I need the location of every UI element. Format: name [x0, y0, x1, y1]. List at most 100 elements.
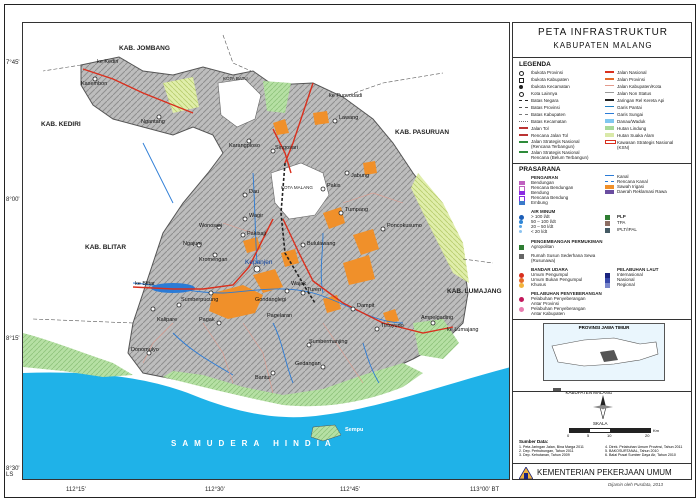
fill-symbol [605, 119, 614, 123]
pu-logo-icon [519, 467, 533, 479]
legend-panel: PETA INFRASTRUKTUR KABUPATEN MALANG LEGE… [512, 22, 692, 480]
legend-item: Danau/Waduk [617, 119, 646, 124]
plp-symbol [605, 215, 610, 220]
legend-item: Garis Sungai [617, 112, 644, 117]
inset-legend-swatch [553, 387, 561, 392]
source-item: 4. Direk. Pelabuhan Umum Provinsi, Tahun… [605, 445, 683, 449]
prasarana-item: Bendung [531, 190, 550, 195]
railway-line [280, 162, 316, 304]
town-kalipare: Kalipare [157, 317, 178, 323]
footer: KEMENTERIAN PEKERJAAN UMUM [513, 463, 691, 479]
prasarana-item: 50 – 100 l/dt [531, 219, 556, 224]
town-symbol [519, 92, 524, 97]
prasarana-item: PLP [617, 214, 626, 219]
legend-item: Jalan Provinsi [617, 77, 646, 82]
irrigation-symbol [605, 185, 614, 189]
source-item: 6. Balai Pusat Sumber Daya Air, Tahun 20… [605, 453, 676, 457]
lat-label-mid: 8°00' [6, 197, 20, 203]
prasarana-item: Bendungan [531, 180, 555, 185]
forest-zone-south [163, 363, 423, 407]
inset-map: PROVINSI JAWA TIMUR [543, 323, 665, 381]
line-symbol [519, 127, 528, 129]
scale-tick: 5 [587, 433, 590, 438]
lon-label-3: 112°45' [340, 487, 360, 493]
legend-item: Batas Negara [531, 98, 559, 103]
line-symbol [519, 121, 528, 122]
town-dampit: Dampit [357, 303, 375, 309]
town-sempu: Sempu [345, 427, 364, 433]
prasarana-item: TPA [617, 220, 626, 225]
town-bantur: Bantur [255, 375, 272, 381]
fill-symbol [605, 133, 614, 137]
prasarana-item: IPLT/IPAL [617, 227, 637, 232]
town-markers [92, 76, 436, 376]
prasarana-item: Khusus [531, 282, 547, 287]
map-title: PETA INFRASTRUKTUR [537, 27, 669, 38]
legend-heading: LEGENDA [519, 61, 551, 68]
town-wagir: Wagir [249, 213, 264, 219]
town-sumberpucung: Sumberpucung [181, 297, 219, 303]
legend-item: Hutan Lindung [617, 126, 647, 131]
scale-tick: 20 [645, 433, 650, 438]
town-turen: Turen [307, 287, 322, 293]
ministry-name: KEMENTERIAN PEKERJAAN UMUM [537, 468, 672, 477]
airport-nonhub-symbol [519, 278, 524, 283]
legend-item: Rencana (Belum Terbangun) [531, 155, 589, 160]
water-mid-symbol [519, 220, 523, 224]
lon-label-2: 112°30' [205, 487, 225, 493]
minor-road-network [142, 192, 404, 394]
forest-zone-east-south [413, 319, 459, 359]
town-wajak: Wajak [291, 281, 307, 287]
inset-legend: KABUPATEN MALANG [553, 381, 612, 399]
scale-tick: 0 [567, 433, 570, 438]
prasarana-item: (Rusunawa) [531, 258, 556, 263]
town-ngajum: Ngajum [183, 241, 202, 247]
town-pagelaran: Pagelaran [267, 313, 293, 319]
prasarana-item: Internasional [617, 272, 643, 277]
legend-item: Jalan Strategis Nasional [531, 150, 580, 155]
prasarana-item: Nasional [617, 277, 635, 282]
sea-area [23, 367, 509, 479]
lat-label-top: 7°45' [6, 60, 20, 66]
prasarana-item: PELABUHAN LAUT [617, 267, 659, 272]
region-label-kota-malang: KOTA MALANG [281, 185, 313, 190]
sources-heading: Sumber Data: [519, 439, 549, 444]
kota-batu-area [217, 78, 262, 128]
source-item: 3. Dep. Kehutanan, Tahun 2009 [519, 453, 570, 457]
legend-item: Kawasan Strategis Nasional [617, 140, 674, 145]
line-symbol [605, 85, 614, 86]
canal-plan-symbol [605, 181, 614, 182]
map-canvas[interactable]: KAB. JOMBANG KAB. KEDIRI KAB. PASURUAN K… [22, 22, 510, 480]
prasarana-item: PENGEMBANGAN PERMUKIMAN [531, 239, 603, 244]
forest-zone-east [411, 173, 469, 283]
region-label-kota-batu: KOTA BATU [223, 76, 248, 81]
legend-item: Kota Lainnya [531, 91, 558, 96]
reservoir-karangkates [151, 283, 195, 293]
town-gedangan: Gedangan [295, 361, 321, 367]
legend-item: Jalan Strategis Nasional [531, 139, 580, 144]
legend-item: Hutan Suaka Alam [617, 133, 655, 138]
town-gondanglegi: Gondanglegi [255, 297, 287, 303]
prasarana-item: Embung [531, 200, 548, 205]
town-pakisaji: Pakisaji [247, 231, 266, 237]
source-item: 1. Peta Jaringan Jalan, Bina Marga 2011 [519, 445, 584, 449]
legend-item: (KSN) [617, 145, 630, 150]
port-national-symbol [605, 278, 610, 283]
sources-block: Sumber Data: 1. Peta Jaringan Jalan, Bin… [519, 439, 689, 457]
legend-item: (Rencana Terbangun) [531, 144, 575, 149]
region-label-blitar: KAB. BLITAR [85, 244, 127, 251]
inset-divider [513, 319, 691, 320]
scale-bar [569, 428, 651, 433]
line-symbol [605, 106, 614, 107]
town-singosari: Singosari [275, 145, 298, 151]
line-symbol [605, 113, 614, 114]
airport-hub-symbol [519, 273, 524, 278]
line-symbol [519, 107, 528, 108]
prasarana-item: Daerah Reklamasi Rawa [617, 189, 667, 194]
scale-unit: Km [653, 428, 659, 433]
region-label-lumajang: KAB. LUMAJANG [447, 288, 502, 295]
town-ke-kediri: ke Kediri [97, 59, 119, 65]
agropolitan-symbol [519, 245, 524, 250]
line-symbol [519, 134, 528, 136]
scale-tick: 10 [607, 433, 612, 438]
